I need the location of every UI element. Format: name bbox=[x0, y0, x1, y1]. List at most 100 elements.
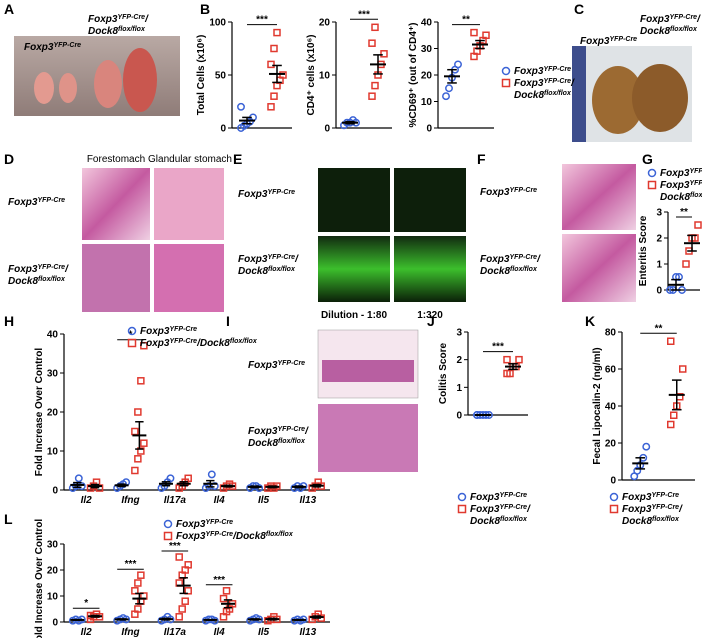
text-span: / bbox=[64, 264, 69, 275]
y-tick-label: 0 bbox=[426, 124, 432, 135]
text-span: Foxp3 bbox=[248, 426, 278, 437]
y-tick-label: 60 bbox=[605, 365, 617, 376]
data-point bbox=[166, 474, 175, 483]
y-tick-label: 20 bbox=[605, 439, 617, 450]
y-tick-label: 10 bbox=[319, 71, 331, 82]
data-point bbox=[134, 605, 142, 613]
text-span: Dock8 bbox=[480, 266, 510, 277]
data-point bbox=[270, 92, 278, 100]
text-span: YFP-Cre bbox=[543, 66, 571, 73]
data-point bbox=[237, 102, 245, 111]
text-span: YFP-Cre bbox=[609, 36, 637, 43]
panel-label: L bbox=[4, 511, 13, 527]
label-text: Foxp3YFP-Cre bbox=[140, 326, 197, 338]
image-d bbox=[82, 168, 224, 312]
x-tick-label: Il2 bbox=[81, 495, 93, 506]
data-point bbox=[270, 44, 278, 53]
x-tick-label: Il13 bbox=[299, 495, 316, 506]
column-header: Glandular stomach bbox=[148, 154, 232, 165]
data-point bbox=[503, 355, 511, 364]
y-tick-label: 40 bbox=[47, 330, 59, 341]
label-text: Dock8flox/flox bbox=[480, 266, 538, 278]
text-span: / bbox=[304, 426, 309, 437]
text-span: Foxp3 bbox=[514, 66, 544, 77]
text-span: Foxp3 bbox=[8, 197, 38, 208]
text-span: flox/flox bbox=[690, 192, 702, 199]
x-tick-label: Il13 bbox=[299, 627, 316, 638]
y-tick-label: 30 bbox=[47, 540, 59, 551]
data-point bbox=[267, 60, 275, 69]
text-span: Foxp3 bbox=[660, 180, 690, 191]
significance-label: * bbox=[84, 598, 88, 609]
text-span: flox/flox bbox=[118, 26, 146, 33]
y-tick-label: 20 bbox=[319, 18, 331, 29]
x-tick-label: Ifng bbox=[121, 495, 139, 506]
data-point bbox=[273, 28, 281, 37]
y-tick-label: 0 bbox=[52, 618, 58, 629]
y-axis-label: CD4⁺ cells (x10⁶) bbox=[306, 34, 317, 115]
x-tick-label: Il5 bbox=[258, 627, 270, 638]
data-point bbox=[368, 39, 376, 47]
y-tick-label: 20 bbox=[47, 408, 59, 419]
significance-label: *** bbox=[492, 342, 504, 353]
y-tick-label: 0 bbox=[52, 486, 58, 497]
text-span: flox/flox bbox=[38, 276, 66, 283]
text-span: Dock8 bbox=[514, 90, 544, 101]
data-point bbox=[175, 553, 183, 561]
y-tick-label: 3 bbox=[456, 328, 462, 339]
text-span: YFP-Cre bbox=[651, 492, 679, 499]
label-text: Foxp3YFP-Cre bbox=[176, 519, 233, 531]
y-tick-label: 50 bbox=[215, 71, 227, 82]
label-text: Dock8flox/flox bbox=[8, 276, 66, 288]
data-point bbox=[279, 71, 287, 79]
data-point bbox=[131, 466, 139, 475]
data-point bbox=[682, 260, 690, 268]
text-span: Foxp3 bbox=[470, 504, 500, 515]
data-point bbox=[219, 594, 228, 603]
significance-label: ** bbox=[655, 323, 663, 334]
label-text: Dock8flox/flox bbox=[622, 516, 680, 528]
legend-marker bbox=[501, 66, 511, 76]
y-tick-label: 30 bbox=[421, 44, 433, 55]
y-tick-label: 1 bbox=[656, 260, 662, 271]
text-span: YFP-Cre bbox=[117, 14, 145, 21]
data-point bbox=[74, 474, 83, 483]
y-tick-label: 20 bbox=[47, 566, 59, 577]
dilution-label: Dilution - 1:80 bbox=[321, 310, 388, 321]
legend-marker bbox=[457, 492, 467, 502]
label-text: Foxp3YFP-Cre/Dock8flox/flox bbox=[176, 531, 294, 543]
text-span: flox/flox bbox=[510, 266, 538, 273]
significance-label: *** bbox=[256, 15, 268, 26]
y-tick-label: 2 bbox=[656, 234, 662, 245]
label-text: Foxp3YFP-Cre/Dock8flox/flox bbox=[140, 338, 258, 350]
text-span: YFP-Cre bbox=[37, 197, 65, 204]
text-span: Foxp3 bbox=[140, 326, 170, 337]
label-text: Foxp3YFP-Cre/ bbox=[470, 504, 531, 516]
significance-label: *** bbox=[125, 559, 137, 570]
y-axis-label: Fold Increase Over Control bbox=[34, 348, 45, 477]
data-point bbox=[445, 84, 453, 93]
panel-label: G bbox=[642, 151, 653, 167]
data-point bbox=[207, 470, 216, 479]
y-tick-label: 30 bbox=[47, 369, 59, 380]
legend-marker bbox=[163, 519, 173, 529]
text-span: Foxp3 bbox=[176, 519, 206, 530]
text-span: Foxp3 bbox=[480, 254, 510, 265]
y-tick-label: 80 bbox=[605, 328, 617, 339]
text-span: Foxp3 bbox=[24, 42, 54, 53]
data-point bbox=[184, 474, 192, 483]
data-point bbox=[515, 355, 523, 364]
data-point bbox=[181, 597, 189, 605]
y-tick-label: 2 bbox=[456, 355, 462, 366]
label-text: Foxp3YFP-Cre bbox=[622, 492, 679, 504]
text-span: YFP-Cre bbox=[689, 180, 702, 187]
text-span: YFP-Cre bbox=[277, 360, 305, 367]
label-text: Foxp3YFP-Cre/ bbox=[248, 426, 309, 438]
data-point bbox=[454, 60, 462, 69]
data-point bbox=[694, 221, 702, 229]
text-span: flox/flox bbox=[278, 438, 306, 445]
panel-label: H bbox=[4, 313, 14, 329]
text-span: Foxp3 bbox=[580, 36, 610, 47]
label-text: Foxp3YFP-Cre bbox=[514, 66, 571, 78]
